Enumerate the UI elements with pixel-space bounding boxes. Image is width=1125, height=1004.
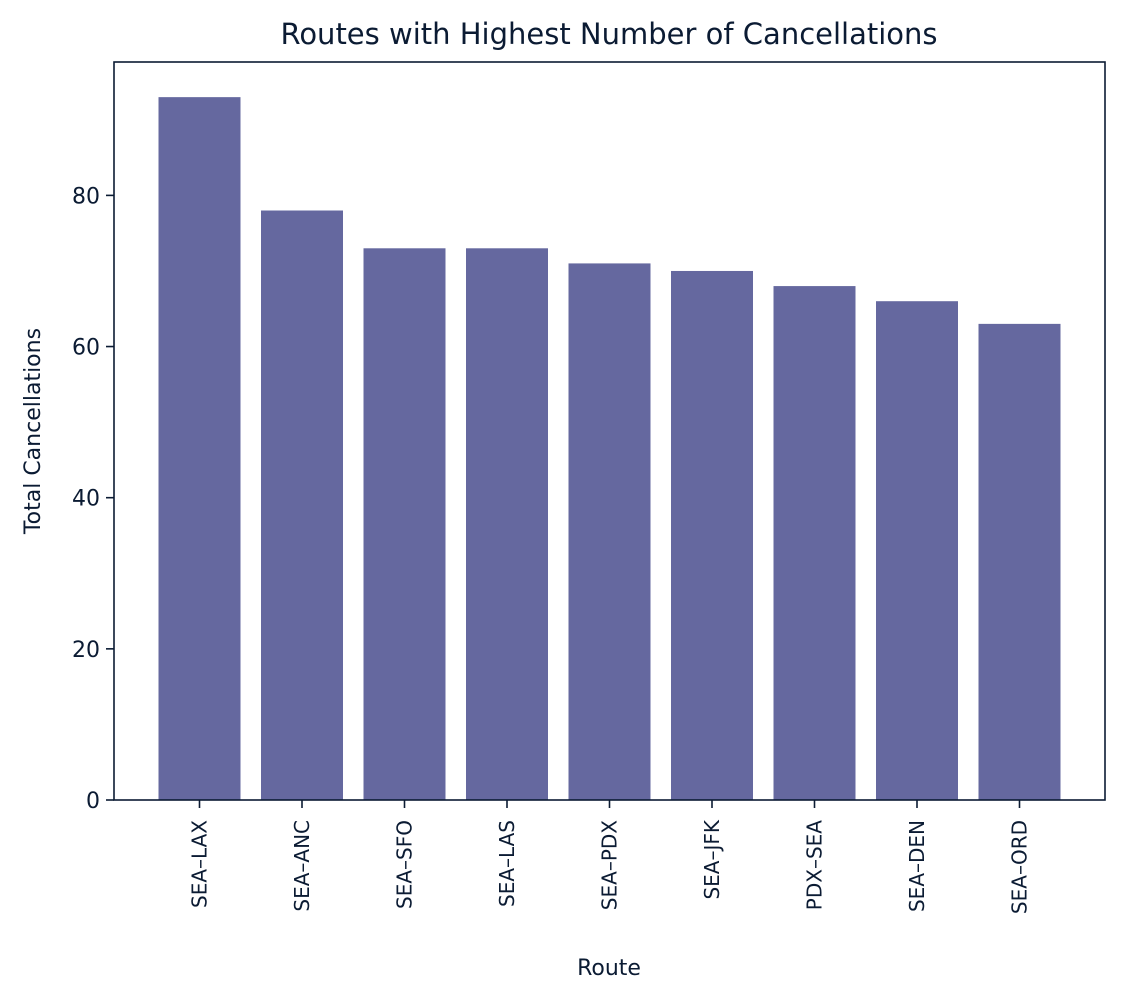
bar-1	[261, 210, 343, 801]
y-tick-label-0: 0	[86, 789, 100, 814]
x-tick-label-0: SEA–LAX	[188, 820, 212, 908]
x-tick-label-8: SEA–ORD	[1008, 820, 1032, 914]
x-tick-label-6: PDX–SEA	[803, 820, 827, 910]
x-tick-label-2: SEA–SFO	[393, 820, 417, 909]
plot-frame	[113, 61, 1106, 801]
x-tick-label-7: SEA–DEN	[905, 820, 929, 912]
x-axis-ticks: SEA–LAX SEA–ANC SEA–SFO SEA–LAS SEA–PDX SEA–J…	[188, 800, 1032, 914]
x-tick-label-1: SEA–ANC	[290, 820, 314, 912]
bar-5	[671, 270, 753, 800]
x-tick-label-3: SEA–LAS	[495, 820, 519, 907]
x-tick-label-4: SEA–PDX	[598, 820, 622, 910]
bar-8	[978, 323, 1061, 800]
y-axis-label: Total Cancellations	[21, 328, 46, 535]
chart-title: Routes with Highest Number of Cancellati…	[280, 17, 937, 51]
y-tick-label-1: 20	[72, 638, 100, 663]
y-axis-ticks: 0 20 40 60 80	[72, 184, 114, 814]
x-axis-label: Route	[577, 956, 641, 981]
bar-3	[466, 248, 548, 801]
bar-6	[773, 286, 856, 800]
x-tick-label-5: SEA–JFK	[700, 819, 724, 899]
bars-group	[158, 97, 1061, 801]
y-tick-label-2: 40	[72, 487, 100, 512]
y-tick-label-4: 80	[72, 184, 100, 209]
bar-4	[568, 263, 651, 800]
bar-2	[363, 248, 446, 801]
bar-7	[876, 301, 958, 800]
y-tick-label-3: 60	[72, 336, 100, 361]
bar-0	[158, 97, 241, 800]
